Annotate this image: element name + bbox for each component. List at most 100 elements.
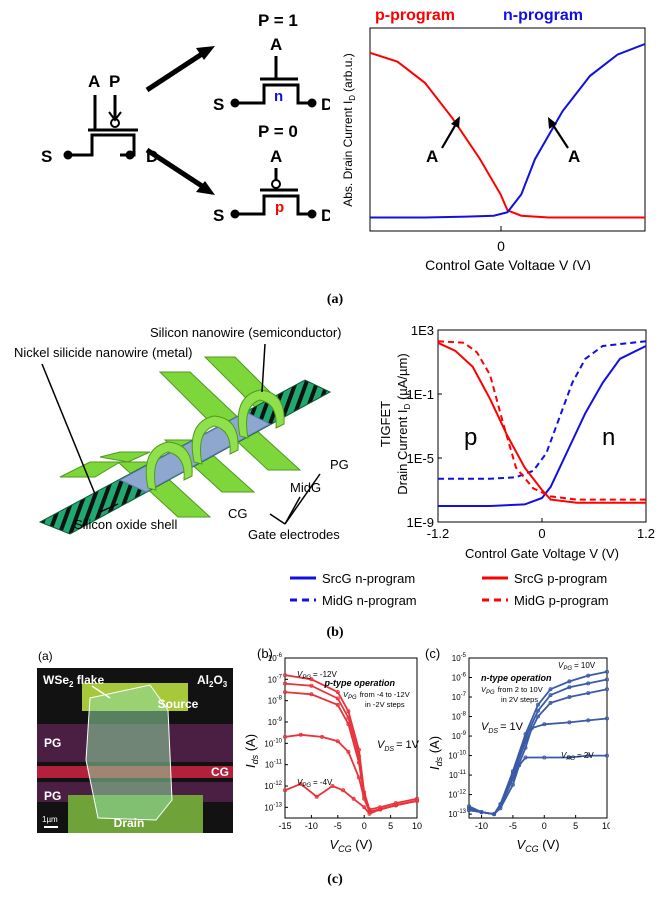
tigfet-symbol (75, 95, 138, 157)
data-point (467, 808, 472, 813)
ytick-label: 10-9 (268, 717, 283, 727)
data-point (604, 669, 609, 674)
label-midg: MidG (290, 480, 321, 495)
ytick-label: 1E-5 (407, 451, 434, 466)
data-point (542, 722, 547, 727)
data-point (320, 734, 325, 739)
note-vpg-range: VPG from -4 to -12V (343, 690, 410, 701)
series-line-VPG -8V (284, 691, 418, 813)
x-axis-label: VCG (V) (329, 837, 372, 854)
data-point (356, 760, 361, 765)
x-axis-label: Control Gate Voltage V (V) (465, 546, 619, 561)
ytick-label: 10-6 (452, 673, 467, 683)
plot-frame (284, 657, 418, 819)
xtick-label: -5 (334, 821, 342, 831)
label-gate-electrodes: Gate electrodes (248, 527, 340, 542)
data-point (335, 696, 340, 701)
xtick-label: -10 (475, 821, 488, 831)
data-point (341, 788, 346, 793)
note-vpg-range: VPG from 2 to 10V (481, 685, 543, 696)
xtick-label: 0 (538, 526, 545, 541)
data-point (586, 673, 591, 678)
data-point (567, 755, 572, 760)
source-label: Source (158, 697, 199, 711)
xtick-label: 0 (542, 821, 547, 831)
data-point (467, 806, 472, 811)
label-pg: PG (330, 457, 349, 472)
data-point (567, 685, 572, 690)
ytick-label: 10-12 (448, 790, 466, 800)
data-point (604, 753, 609, 758)
state-p1-gate-label: A (270, 35, 282, 54)
vpg-top-label: VPG = 10V (558, 661, 596, 672)
data-point (536, 702, 541, 707)
annotation-arrow-left (441, 116, 460, 149)
state-p1-drain: D (321, 95, 330, 114)
data-point (529, 726, 534, 731)
title: p-type operation (323, 678, 395, 688)
data-point (367, 811, 372, 816)
series-line-MidG n-program (438, 340, 647, 480)
data-point (523, 755, 528, 760)
data-point (362, 796, 367, 801)
ytick-label: 10-7 (268, 674, 283, 684)
pg-bottom-label: PG (44, 789, 61, 803)
gate-wraps (145, 389, 285, 491)
series-line-n-program (370, 43, 646, 219)
data-point (283, 690, 288, 695)
data-point (586, 681, 591, 686)
legend-p-program: p-program (375, 7, 455, 24)
caption-b: (b) (326, 625, 344, 640)
data-point (604, 687, 609, 692)
y-axis-label: Ids (A) (427, 736, 444, 770)
y-axis-label: TIGFET (378, 401, 393, 447)
ytick-label: 10-8 (268, 696, 283, 706)
x-axis-label: Control Gate Voltage V (V) (425, 257, 591, 270)
note-steps: in -2V steps (365, 700, 405, 709)
series-line-VPG 2V (468, 754, 607, 816)
note-steps: in 2V steps (501, 695, 538, 704)
label-cg: CG (228, 506, 248, 521)
data-point (283, 788, 288, 793)
annotation-left: A (426, 147, 438, 166)
state-p0-gate-label: A (270, 147, 282, 166)
ytick-label: 10-9 (452, 731, 467, 741)
data-point (510, 782, 515, 787)
arrow-to-p0 (145, 147, 215, 195)
ytick-label: 1E3 (411, 323, 434, 338)
ytick-label: 10-8 (452, 712, 467, 722)
legend-srcg-p: SrcG p-program (514, 571, 607, 586)
data-point (548, 693, 553, 698)
legend-n-program: n-program (503, 7, 583, 24)
ytick-label: 10-12 (264, 781, 282, 791)
data-point (346, 715, 351, 720)
data-point (536, 708, 541, 713)
legend-midg-p: MidG p-program (514, 593, 609, 608)
data-point (314, 794, 319, 799)
drain-label: Drain (114, 816, 145, 830)
pg-top-label: PG (44, 736, 61, 750)
data-point (523, 745, 528, 750)
data-point (567, 679, 572, 684)
xtick-label: 10 (602, 821, 610, 831)
vds-label: VDS = 1V (481, 721, 524, 735)
al2o3-label: Al2O3 (197, 673, 228, 689)
data-point (492, 812, 497, 817)
data-point (517, 763, 522, 768)
state-p0-drain: D (321, 206, 330, 225)
data-point (498, 806, 503, 811)
data-point (479, 810, 484, 815)
ytick-label: 10-5 (452, 653, 467, 663)
gate-p-label: P (109, 72, 120, 91)
drain-terminal (125, 150, 135, 160)
region-n-label: n (602, 424, 615, 451)
data-point (414, 798, 419, 803)
series-line-MidG p-program (437, 340, 646, 501)
data-point (346, 722, 351, 727)
ytick-label: 10-10 (264, 738, 282, 748)
annotation-arrow-right (548, 117, 569, 149)
xtick-label: 5 (573, 821, 578, 831)
state-p0-label: P = 0 (258, 122, 298, 141)
source-label: S (41, 147, 52, 166)
data-point (346, 749, 351, 754)
